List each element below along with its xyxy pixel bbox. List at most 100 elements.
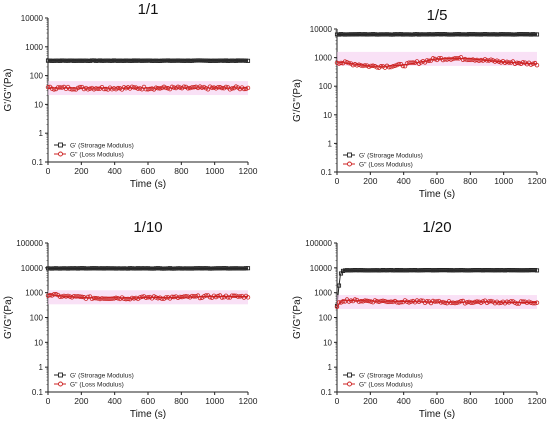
data-point — [376, 299, 382, 305]
data-point — [69, 87, 75, 92]
data-point — [386, 65, 392, 70]
data-point — [534, 268, 540, 273]
y-tick-label: 10 — [323, 338, 332, 347]
y-axis-label: G'/G''(Pa) — [3, 69, 14, 112]
data-point — [231, 293, 237, 298]
data-point — [358, 63, 364, 68]
data-point — [334, 304, 340, 309]
y-tick-label: 1 — [328, 139, 333, 148]
data-point — [193, 294, 199, 299]
data-point — [215, 293, 221, 299]
data-point — [488, 57, 494, 62]
data-point — [77, 84, 83, 90]
data-point — [486, 299, 492, 304]
data-point — [185, 86, 191, 91]
data-point — [75, 294, 81, 299]
series-loss-modulus — [334, 295, 540, 310]
x-tick-label: 800 — [174, 396, 188, 406]
data-point — [245, 85, 251, 91]
data-point — [85, 294, 91, 300]
y-tick-label: 10 — [34, 100, 43, 109]
data-point — [424, 58, 430, 63]
data-point — [528, 62, 534, 67]
x-tick-label: 800 — [463, 176, 477, 186]
x-tick-label: 0 — [335, 396, 340, 406]
data-point — [382, 298, 388, 304]
data-point — [504, 59, 510, 65]
series-storage-modulus — [334, 32, 540, 37]
data-point — [470, 300, 476, 306]
panel-2: 1/5 0.1 1 10 100 1000 10000 0 200 400 600 800 1000 12… — [292, 7, 547, 200]
data-point — [139, 294, 145, 299]
y-tick-label: 1 — [328, 363, 333, 372]
data-point — [336, 61, 342, 66]
data-point — [59, 294, 65, 299]
data-point — [408, 299, 414, 304]
data-point — [362, 298, 368, 303]
data-point — [91, 87, 97, 92]
data-point — [336, 300, 342, 305]
data-point — [189, 293, 195, 299]
data-point — [406, 300, 412, 305]
data-point — [245, 266, 251, 271]
data-point — [394, 300, 400, 305]
y-tick-label: 10000 — [310, 25, 333, 34]
data-point — [75, 85, 81, 91]
x-tick-label: 1200 — [239, 396, 258, 406]
data-point — [135, 86, 141, 91]
x-tick-label: 0 — [46, 396, 51, 406]
data-point — [446, 56, 452, 62]
x-tick-label: 1200 — [528, 176, 547, 186]
data-point — [115, 85, 121, 91]
data-point — [91, 295, 97, 301]
x-tick-label: 800 — [174, 166, 188, 176]
data-point — [67, 86, 73, 92]
data-point — [207, 294, 213, 300]
data-point — [336, 283, 342, 288]
x-axis-label: Time (s) — [130, 179, 166, 190]
data-point — [85, 87, 91, 92]
data-point — [406, 60, 412, 65]
legend-marker — [58, 151, 63, 157]
data-point — [171, 294, 177, 300]
data-point — [398, 299, 404, 305]
data-point — [470, 57, 476, 62]
legend-marker — [58, 142, 63, 148]
data-point — [468, 57, 474, 63]
data-point — [95, 86, 101, 92]
data-point — [442, 300, 448, 306]
data-point — [496, 59, 502, 64]
x-axis-label: Time (s) — [419, 189, 455, 200]
y-axis-label: G'/G''(Pa) — [292, 79, 303, 122]
legend-label: G' (Strorage Modulus) — [359, 373, 423, 380]
x-tick-label: 200 — [363, 396, 377, 406]
data-point — [364, 298, 370, 304]
y-tick-label: 100 — [30, 314, 44, 323]
data-point — [185, 294, 191, 299]
data-point — [171, 85, 177, 90]
data-point — [430, 56, 436, 61]
data-point — [344, 60, 350, 65]
data-point — [462, 56, 468, 62]
y-tick-label: 10000 — [310, 264, 333, 273]
data-point — [474, 57, 480, 63]
data-point — [468, 300, 474, 305]
x-tick-label: 200 — [363, 176, 377, 186]
y-tick-label: 1000 — [314, 54, 332, 63]
data-point — [217, 85, 223, 90]
legend-marker — [58, 372, 63, 378]
data-point — [348, 298, 354, 303]
data-point — [442, 57, 448, 62]
x-axis-label: Time (s) — [419, 409, 455, 420]
data-point — [157, 86, 163, 91]
x-tick-label: 0 — [46, 166, 51, 176]
data-point — [199, 85, 205, 90]
data-point — [93, 296, 99, 301]
data-point — [396, 61, 402, 67]
data-point — [177, 294, 183, 300]
x-tick-label: 600 — [430, 176, 444, 186]
data-point — [506, 60, 512, 65]
legend-marker — [58, 381, 63, 387]
data-point — [358, 299, 364, 304]
data-point — [175, 295, 181, 300]
